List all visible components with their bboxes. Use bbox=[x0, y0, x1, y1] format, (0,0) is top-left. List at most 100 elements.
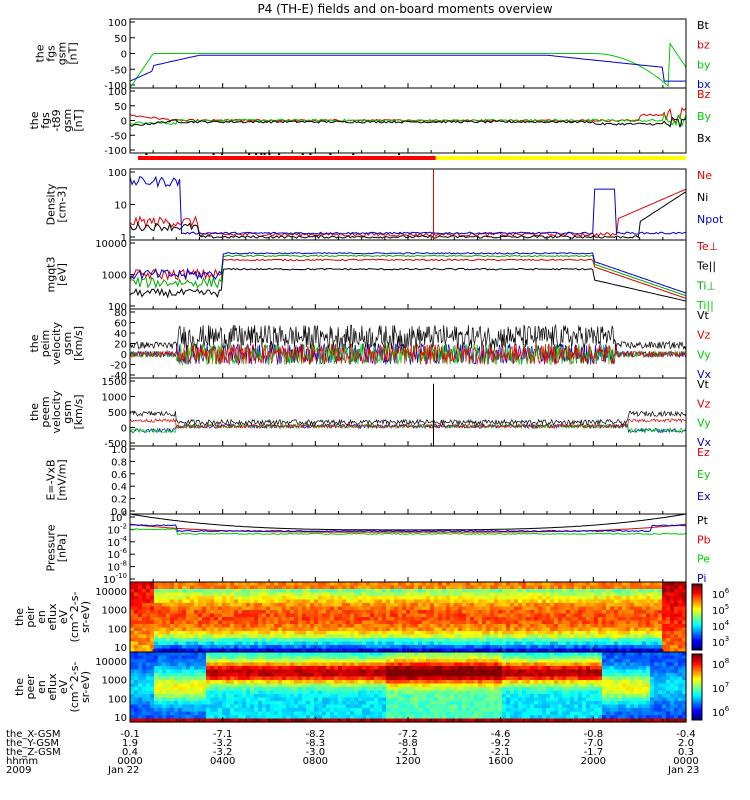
series-pe bbox=[130, 528, 686, 535]
panel-peim_velocity-ytick: 40 bbox=[114, 329, 127, 340]
panel-density-ytick: 10 bbox=[114, 201, 127, 212]
panel-temperature-ylabel: mgqt3[eV] bbox=[45, 257, 69, 293]
panel-pressure-legend-2: Pe bbox=[697, 553, 710, 566]
panel-efield-ytick: 0.0 bbox=[111, 507, 127, 518]
mode-bar-tick bbox=[263, 153, 266, 155]
panel-temperature-ytick: 10000 bbox=[95, 239, 127, 250]
panel-peir_spectrogram-ytick: 10 bbox=[114, 643, 127, 654]
panel-fgs-ytick: -100 bbox=[104, 81, 127, 92]
panel-peer_spectrogram-colorbar-label: 106 bbox=[712, 705, 730, 719]
series-by bbox=[130, 113, 686, 127]
panel-peer_spectrogram-colorbar bbox=[691, 653, 703, 721]
x-tick-value: -8.2 bbox=[306, 729, 326, 740]
mode-bar bbox=[138, 153, 686, 160]
panel-density-legend-1: Ni bbox=[697, 191, 708, 204]
panel-fgs-legend-1: bz bbox=[697, 39, 710, 52]
mode-bar-segment bbox=[435, 156, 686, 160]
panel-peir_spectrogram-colorbar bbox=[691, 583, 703, 651]
panel-pressure-ytick: 10-10 bbox=[103, 572, 127, 586]
x-row-label: the_Y-GSM bbox=[6, 738, 59, 749]
panel-fgs_dt89-ytick: -100 bbox=[104, 146, 127, 157]
panel-fgs_dt89-legend-2: Bx bbox=[697, 132, 712, 145]
x-tick-value: -3.0 bbox=[306, 747, 326, 758]
mode-bar-segment bbox=[138, 156, 436, 160]
panel-density-frame bbox=[129, 168, 687, 241]
panel-peir_spectrogram-ytick: 10000 bbox=[95, 587, 127, 598]
mode-bar-tick bbox=[309, 153, 312, 155]
panel-temperature-ytick: 1000 bbox=[102, 271, 127, 282]
x-tick-value: 0800 bbox=[303, 756, 328, 767]
panel-peer_spectrogram-ylabel: thepeerenefluxeV(cm^2-s-sr-eV) bbox=[13, 662, 92, 713]
panel-fgs_dt89-ytick: 50 bbox=[114, 102, 127, 113]
panel-fgs_dt89-ytick: -50 bbox=[111, 131, 127, 142]
panel-peim_velocity-ytick: 0 bbox=[121, 350, 127, 361]
x-tick-value: 0.4 bbox=[122, 747, 138, 758]
panel-temperature-ytick: 100 bbox=[108, 302, 127, 313]
x-tick-value: 0400 bbox=[210, 756, 235, 767]
series-vz bbox=[130, 417, 686, 430]
x-tick-value: 0000 bbox=[673, 756, 698, 767]
panel-density-ylabel: Density[cm-3] bbox=[45, 183, 69, 225]
panel-peem_velocity-ytick: 0 bbox=[121, 424, 127, 435]
panel-fgs_dt89-legend-0: Bz bbox=[697, 88, 711, 101]
panel-peem_velocity-legend-1: Vz bbox=[697, 397, 711, 410]
series-ni bbox=[130, 191, 686, 239]
series-ti-par bbox=[130, 252, 686, 294]
panel-peim_velocity-legend-0: Vt bbox=[697, 309, 710, 322]
panel-peem_velocity-ytick: 500 bbox=[108, 408, 127, 419]
panel-peer_spectrogram-ytick: 100 bbox=[108, 694, 127, 705]
mode-bar-tick bbox=[301, 153, 304, 155]
x-tick-value: 0000 bbox=[117, 756, 142, 767]
mode-bar-tick bbox=[268, 153, 271, 155]
mode-bar-tick bbox=[398, 153, 401, 155]
x-tick-value: -8.8 bbox=[398, 738, 418, 749]
series-vt bbox=[130, 410, 686, 426]
panel-temperature-legend-1: Te|| bbox=[696, 260, 716, 273]
mode-bar-tick bbox=[220, 153, 223, 155]
panel-density: Density[cm-3] 100 10 1 Ne Ni Npot bbox=[45, 168, 724, 244]
panel-pressure-ytick: 100 bbox=[110, 510, 127, 524]
x-row-label: hhmm bbox=[6, 756, 38, 767]
panel-peer_spectrogram-ytick: 1000 bbox=[102, 676, 127, 687]
series-pi bbox=[130, 524, 686, 533]
panel-peem_velocity: thepeemvelocitygsm[km/s] 1500 1000 500 0 -500… bbox=[28, 377, 712, 450]
panel-peim_velocity-ylabel: thepeimvelocitygsm[km/s] bbox=[28, 322, 85, 365]
panel-peem_velocity-ytick: -500 bbox=[104, 439, 127, 450]
series-pt bbox=[130, 514, 686, 531]
panel-peir_spectrogram-ytick: 1000 bbox=[102, 606, 127, 617]
series-npot bbox=[130, 175, 686, 235]
panel-peer_spectrogram-colorbar-label: 108 bbox=[712, 657, 729, 671]
panel-peim_velocity-ytick: -20 bbox=[111, 361, 127, 372]
panel-efield-frame bbox=[129, 445, 687, 515]
panel-temperature-legend-3: Ti|| bbox=[696, 299, 714, 312]
panel-peem_velocity-ylabel: thepeemvelocitygsm[km/s] bbox=[28, 390, 85, 433]
panel-temperature-legend-0: Te⊥ bbox=[696, 240, 718, 253]
x-tick-value: -1.7 bbox=[584, 747, 604, 758]
x-row-label: the_X-GSM bbox=[6, 729, 60, 740]
x-tick-value: -9.2 bbox=[491, 738, 511, 749]
panel-fgs-legend-2: by bbox=[697, 58, 711, 71]
series-ne bbox=[130, 188, 686, 238]
panel-fgs-ytick: -50 bbox=[111, 65, 127, 76]
x-tick-value: 1.9 bbox=[122, 738, 138, 749]
panel-efield-legend-1: Ey bbox=[697, 468, 711, 481]
panel-efield-legend-2: Ex bbox=[697, 490, 711, 503]
x-tick-value: 0.3 bbox=[678, 747, 694, 758]
panel-pressure-ytick: 10-2 bbox=[107, 522, 127, 536]
panel-fgs_dt89: thefgs-t89gsm[nT] 100 50 0 -50 -100 Bz By Bx bbox=[28, 87, 712, 157]
x-tick-value: -3.2 bbox=[213, 747, 233, 758]
panel-peer_spectrogram-ytick: 10000 bbox=[95, 657, 127, 668]
panel-pressure-ylabel: Pressure[nPa] bbox=[45, 524, 69, 571]
x-tick-value: -0.4 bbox=[676, 729, 696, 740]
panel-efield-ylabel: E=-VxB[mV/m] bbox=[45, 459, 69, 500]
panel-fgs-legend-0: Bt bbox=[697, 19, 710, 32]
panel-peir_spectrogram-ylabel: thepeirenefluxeV(cm^2-s-sr-eV) bbox=[13, 592, 92, 643]
panel-fgs-ytick: 100 bbox=[108, 18, 127, 29]
panel-peem_velocity-ytick: 1500 bbox=[102, 377, 127, 388]
x-tick-value: -3.2 bbox=[213, 738, 233, 749]
x-tick-value: -2.1 bbox=[398, 747, 418, 758]
mode-bar-tick bbox=[145, 153, 148, 155]
panel-fgs_dt89-ytick: 100 bbox=[108, 87, 127, 98]
